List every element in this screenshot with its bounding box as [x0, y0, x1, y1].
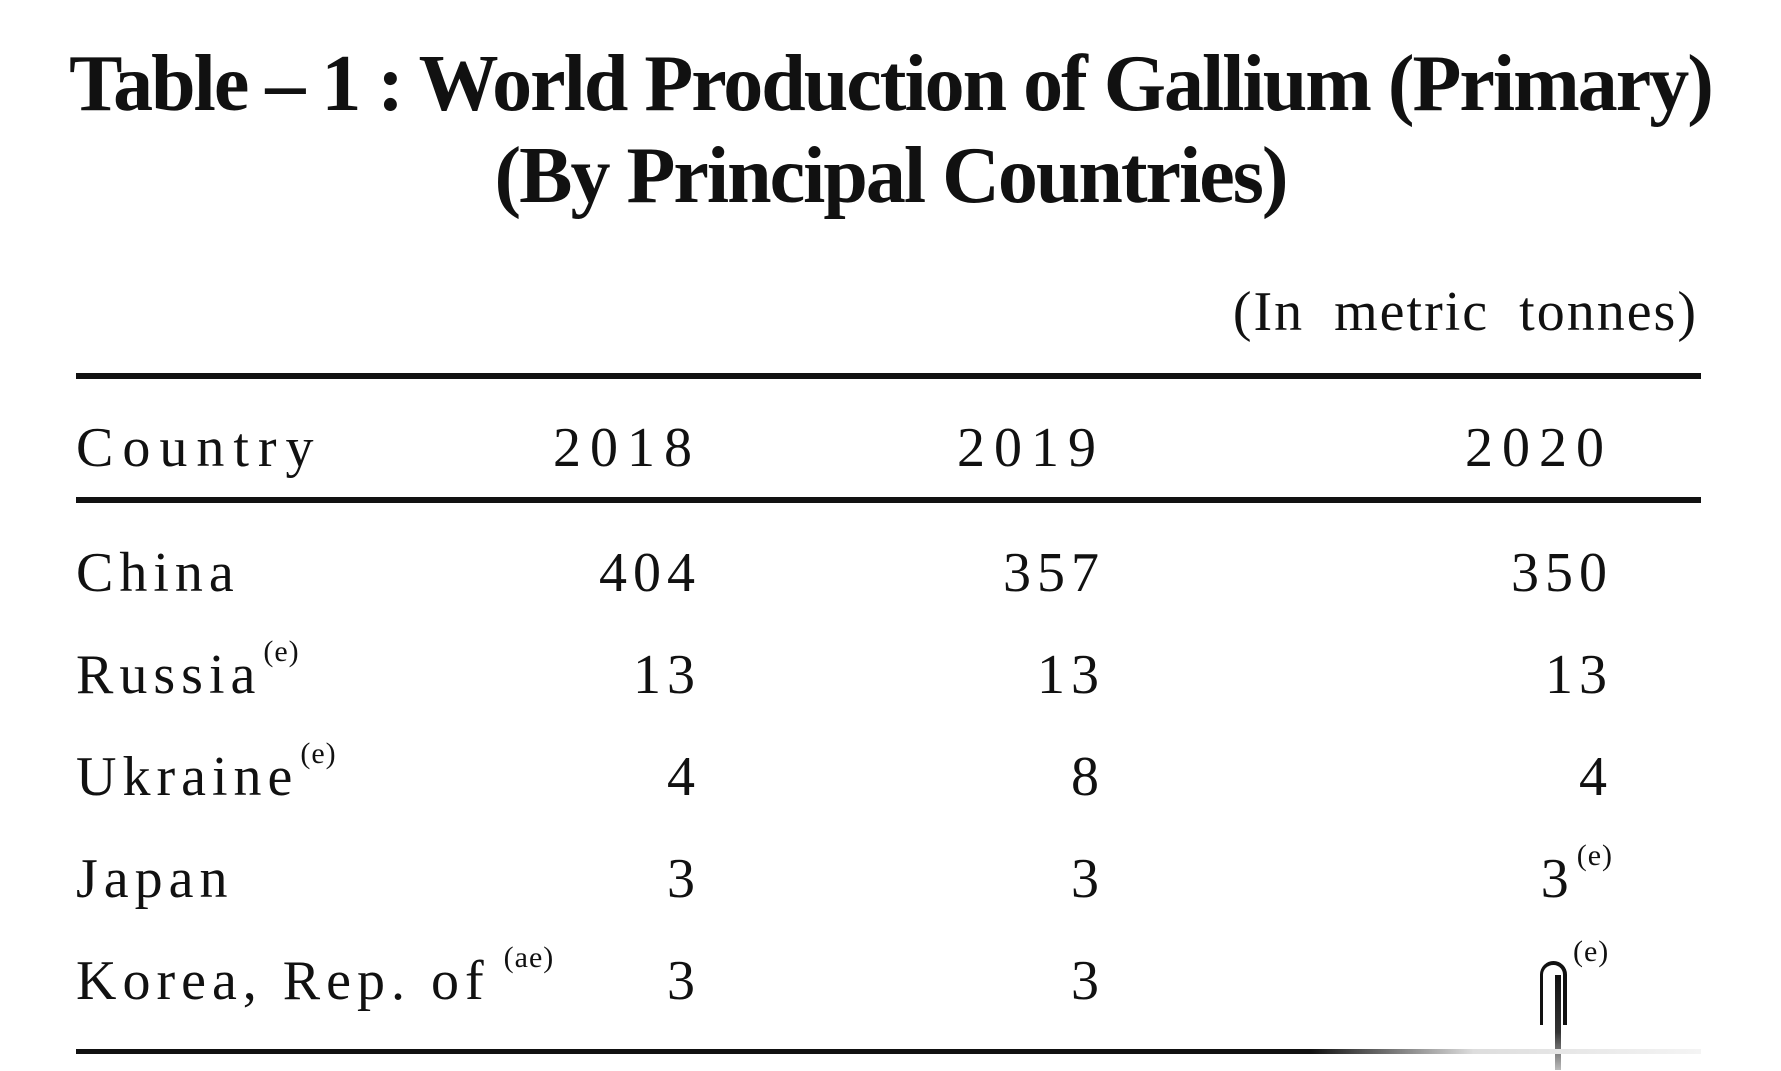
table-title: Table – 1 : World Production of Gallium …: [69, 40, 1714, 128]
country-cell: Japan: [76, 848, 234, 910]
cropped-value-glyph: [1538, 955, 1568, 1070]
footnote-marker: (ae): [503, 941, 555, 974]
value-2019: 3: [1071, 848, 1105, 910]
country-cell: China: [76, 542, 240, 604]
value-2019: 8: [1071, 746, 1105, 808]
value-2018: 4: [667, 746, 701, 808]
value-2020: 4: [1579, 746, 1613, 808]
value-2018: 3: [667, 848, 701, 910]
value-2019: 3: [1071, 950, 1105, 1012]
country-cell: Russia(e): [76, 635, 300, 706]
header-country: Country: [76, 417, 323, 479]
footnote-marker: (e): [1576, 839, 1613, 872]
footnote-marker: (e): [263, 635, 300, 668]
table-bottom-rule: [76, 1049, 1701, 1054]
table-top-rule: [76, 373, 1701, 379]
header-2018: 2018: [553, 417, 701, 479]
footnote-marker: (e): [1573, 935, 1610, 968]
value-2019: 357: [1003, 542, 1105, 604]
header-2019: 2019: [957, 417, 1105, 479]
country-cell: Korea, Rep. of (ae): [76, 941, 555, 1012]
value-2019: 13: [1037, 644, 1105, 706]
footnote-marker: (e): [300, 737, 337, 770]
country-cell: Ukraine(e): [76, 737, 337, 808]
table-subtitle: (By Principal Countries): [494, 132, 1289, 220]
value-2018: 404: [599, 542, 701, 604]
table-header-rule: [76, 497, 1701, 503]
header-2020: 2020: [1465, 417, 1613, 479]
unit-note: (In metric tonnes): [1232, 281, 1698, 343]
value-2018: 13: [633, 644, 701, 706]
value-2020: 350: [1511, 542, 1613, 604]
value-2018: 3: [667, 950, 701, 1012]
value-2020: 13: [1545, 644, 1613, 706]
value-2020: 3(e): [1540, 839, 1613, 910]
